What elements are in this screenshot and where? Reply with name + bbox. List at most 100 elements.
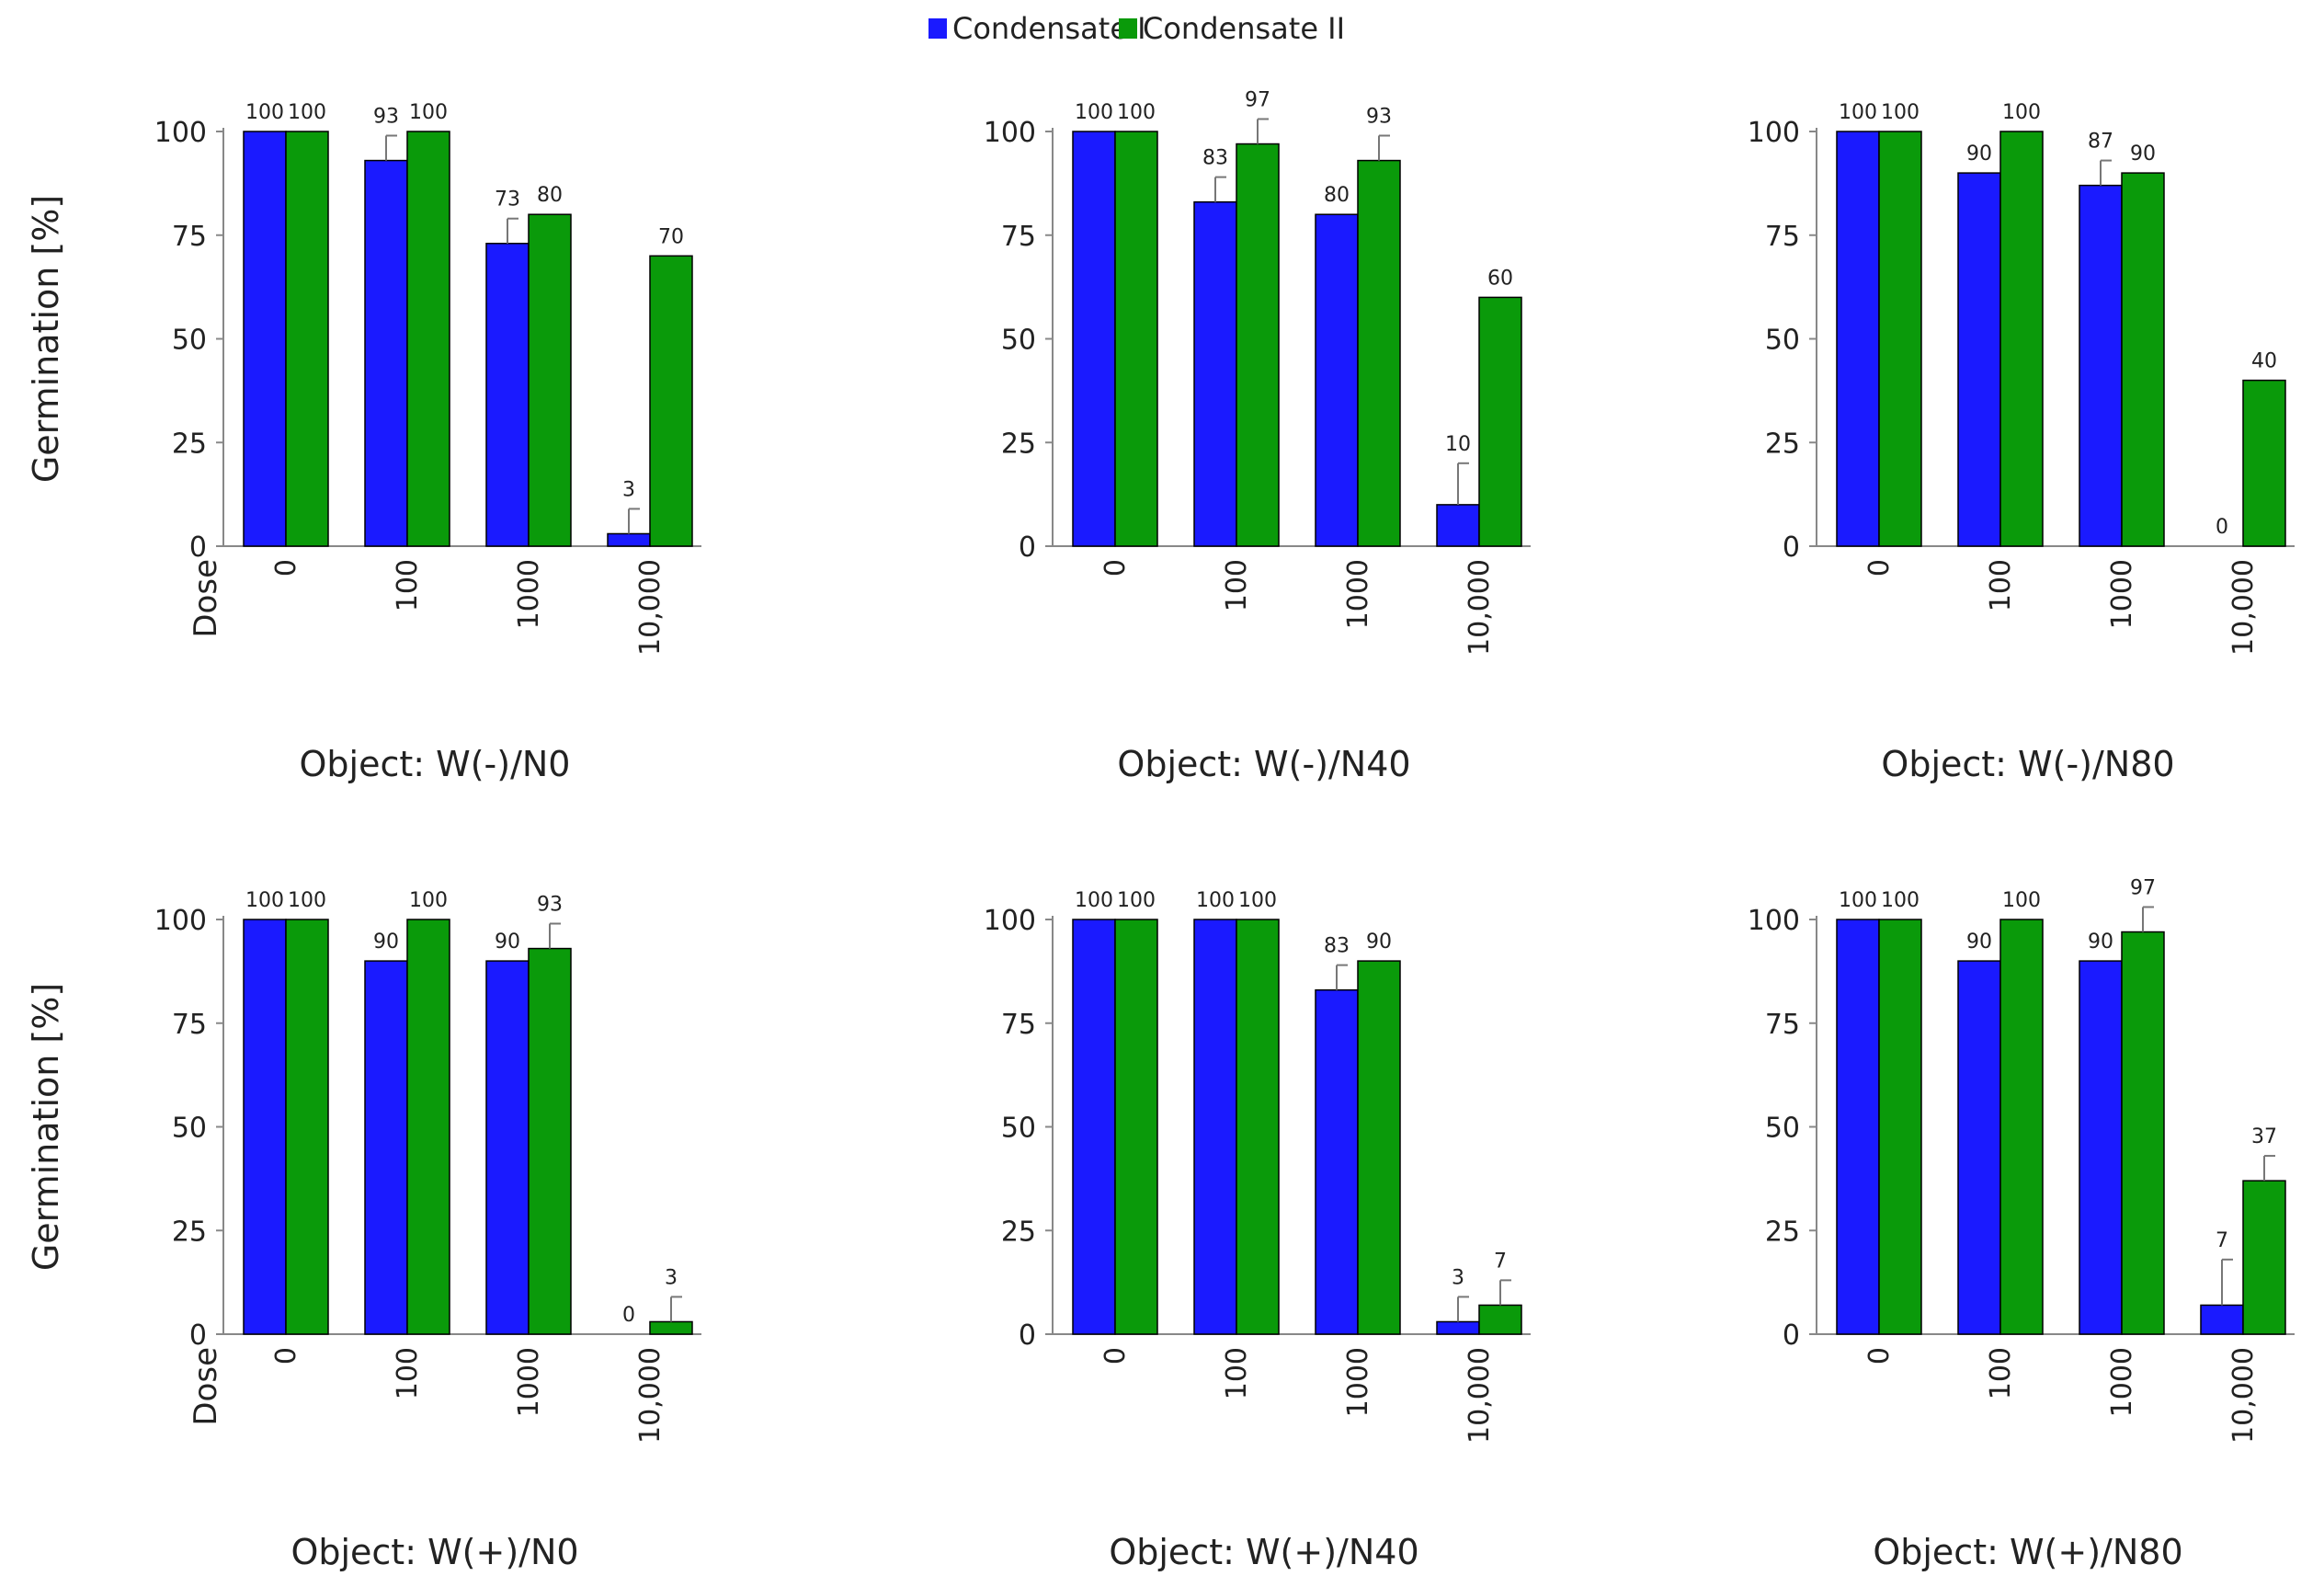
y-axis-label: Germination [%] (26, 983, 66, 1271)
data-label: 100 (2002, 101, 2041, 124)
data-label: 90 (1966, 931, 1992, 954)
y-tick-label: 25 (1765, 1216, 1800, 1248)
y-tick-label: 25 (172, 1216, 207, 1248)
y-tick-label: 75 (1001, 1009, 1036, 1041)
data-label: 70 (658, 225, 684, 248)
x-tick-label: 1000 (2106, 559, 2138, 629)
data-label: 100 (245, 101, 284, 124)
x-axis-label: Dose (188, 559, 224, 638)
y-tick-label: 50 (1001, 1113, 1036, 1145)
legend-item: Condensate I (928, 11, 1146, 46)
bar (2079, 184, 2123, 547)
x-tick-label: 1000 (2106, 1347, 2138, 1417)
bar (285, 919, 329, 1335)
bar (364, 960, 408, 1335)
y-tick-label: 75 (1765, 1009, 1800, 1041)
x-tick-label: 1000 (1342, 1347, 1374, 1417)
panel-caption: Object: W(-)/N40 (1117, 744, 1410, 784)
y-tick-label: 50 (1765, 1113, 1800, 1145)
bar (2242, 1180, 2286, 1335)
x-axis-label: Dose (188, 1347, 224, 1426)
data-label: 93 (373, 106, 399, 129)
x-tick-label: 100 (1985, 1347, 2017, 1399)
data-label: 100 (288, 101, 326, 124)
data-label: 10 (1445, 433, 1471, 456)
data-label: 7 (1494, 1250, 1507, 1273)
bar (1114, 919, 1158, 1335)
data-label: 97 (2130, 876, 2156, 899)
bar (528, 213, 572, 547)
bar (1999, 131, 2044, 547)
data-label: 100 (288, 889, 326, 912)
y-tick-label: 0 (1783, 1319, 1800, 1352)
x-tick-label: 0 (270, 1347, 302, 1365)
bar (1836, 919, 1880, 1335)
data-label: 83 (1202, 147, 1228, 170)
data-label: 100 (1238, 889, 1277, 912)
bar (364, 159, 408, 547)
legend-swatch (1119, 18, 1137, 39)
data-label: 80 (1324, 184, 1350, 207)
y-tick-label: 100 (1748, 117, 1800, 149)
bar (2200, 1304, 2244, 1335)
y-tick-label: 75 (172, 221, 207, 253)
x-tick-label: 10,000 (1464, 559, 1496, 656)
data-label: 83 (1324, 935, 1350, 958)
data-label: 3 (1452, 1266, 1464, 1289)
bar (1236, 143, 1280, 547)
bar (1114, 131, 1158, 547)
bar (1072, 919, 1116, 1335)
data-label: 97 (1245, 88, 1270, 111)
bar (1193, 200, 1237, 547)
y-tick-label: 0 (1019, 1319, 1036, 1352)
y-tick-label: 0 (1783, 531, 1800, 564)
bar (1357, 159, 1401, 547)
data-label: 100 (1839, 889, 1877, 912)
bar (1072, 131, 1116, 547)
data-label: 93 (537, 894, 563, 917)
data-label: 100 (2002, 889, 2041, 912)
bar (607, 532, 651, 547)
x-tick-label: 0 (270, 559, 302, 577)
panel-caption: Object: W(-)/N0 (300, 744, 571, 784)
y-tick-label: 25 (172, 428, 207, 460)
y-tick-label: 0 (189, 531, 207, 564)
data-label: 87 (2088, 131, 2113, 154)
y-tick-label: 25 (1001, 1216, 1036, 1248)
y-tick-label: 75 (1765, 221, 1800, 253)
x-tick-label: 0 (1099, 1347, 1132, 1365)
bar (243, 919, 287, 1335)
x-tick-label: 1000 (513, 559, 545, 629)
y-tick-label: 75 (1001, 221, 1036, 253)
y-axis-label: Germination [%] (26, 195, 66, 483)
data-label: 100 (1839, 101, 1877, 124)
data-label: 100 (1117, 101, 1156, 124)
y-tick-label: 75 (172, 1009, 207, 1041)
panel-caption: Object: W(+)/N80 (1873, 1532, 2182, 1572)
data-label: 100 (1075, 101, 1113, 124)
y-tick-label: 50 (1765, 325, 1800, 357)
bar (528, 947, 572, 1335)
data-label: 80 (537, 184, 563, 207)
data-label: 90 (373, 931, 399, 954)
data-label: 40 (2251, 350, 2277, 373)
y-tick-label: 100 (154, 905, 207, 937)
panel-caption: Object: W(+)/N0 (290, 1532, 578, 1572)
y-tick-label: 50 (172, 1113, 207, 1145)
x-tick-label: 10,000 (634, 1347, 666, 1444)
legend-label: Condensate II (1143, 11, 1345, 46)
x-tick-label: 100 (1221, 559, 1253, 611)
y-tick-label: 100 (984, 905, 1036, 937)
y-tick-label: 0 (1019, 531, 1036, 564)
x-tick-label: 0 (1099, 559, 1132, 577)
data-label: 100 (409, 101, 448, 124)
bar (2242, 379, 2286, 547)
x-tick-label: 1000 (513, 1347, 545, 1417)
